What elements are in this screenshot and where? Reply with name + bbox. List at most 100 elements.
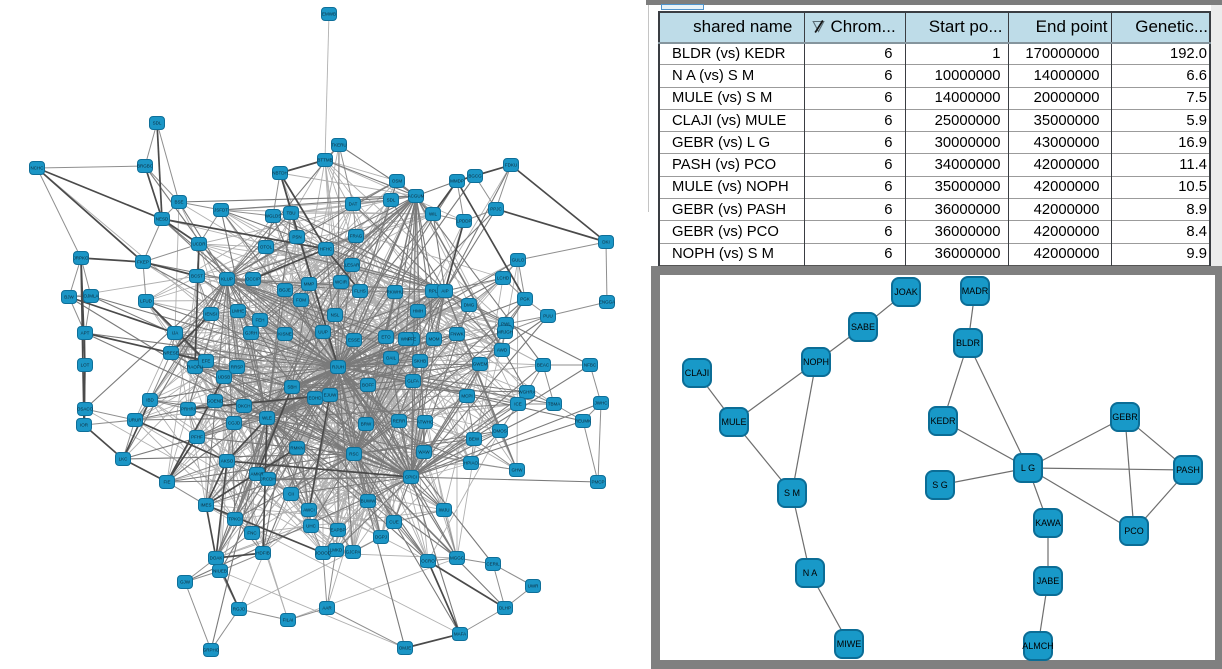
svg-text:UCDR: UCDR (193, 242, 207, 247)
svg-text:BRGBC: BRGBC (137, 164, 154, 169)
svg-text:UDSB: UDSB (218, 375, 231, 380)
svg-text:HPIAO: HPIAO (464, 461, 479, 466)
svg-text:RMKN: RMKN (290, 446, 303, 451)
svg-text:OSM: OSM (392, 179, 403, 184)
svg-text:MAFA: MAFA (454, 632, 466, 637)
svg-text:RPL: RPL (429, 289, 438, 294)
svg-text:BEW: BEW (469, 437, 480, 442)
svg-text:EAPBP: EAPBP (330, 528, 345, 533)
svg-text:IENSI: IENSI (205, 312, 217, 317)
svg-text:RAOFU: RAOFU (187, 365, 203, 370)
svg-text:TKERU: TKERU (331, 143, 346, 148)
svg-text:ESSE: ESSE (348, 338, 360, 343)
svg-text:BSE: BSE (174, 200, 183, 205)
svg-text:GEBR: GEBR (1112, 412, 1138, 422)
svg-text:GJW: GJW (180, 580, 191, 585)
svg-text:SDL: SDL (387, 198, 396, 203)
svg-text:LKC: LKC (119, 457, 129, 462)
svg-text:LPDDP: LPDDP (456, 219, 471, 224)
svg-text:NFBC: NFBC (584, 363, 597, 368)
svg-text:RJUH: RJUH (332, 365, 344, 370)
svg-text:LMKD: LMKD (330, 548, 343, 553)
svg-text:OKCH: OKCH (237, 404, 250, 409)
svg-text:CII: CII (288, 492, 294, 497)
svg-text:UUP: UUP (318, 330, 328, 335)
svg-text:JRCDH: JRCDH (260, 477, 275, 482)
svg-text:AIP: AIP (441, 289, 448, 294)
svg-text:ALMCH: ALMCH (1022, 641, 1054, 651)
svg-text:DMG: DMG (464, 303, 475, 308)
svg-text:WGLDS: WGLDS (265, 214, 282, 219)
svg-text:OTOL: OTOL (260, 245, 273, 250)
svg-text:RGJO: RGJO (233, 607, 246, 612)
svg-text:AAR: AAR (322, 606, 332, 611)
svg-text:BUWW: BUWW (361, 499, 376, 504)
svg-text:GOEND: GOEND (207, 399, 224, 404)
svg-text:APT: APT (81, 331, 90, 336)
svg-text:HDFIB: HDFIB (256, 551, 270, 556)
svg-text:BLDR: BLDR (956, 338, 981, 348)
svg-text:JRPKO: JRPKO (73, 256, 89, 261)
svg-text:BRW: BRW (361, 422, 372, 427)
svg-text:SABE: SABE (851, 322, 875, 332)
svg-text:GULO: GULO (512, 258, 525, 263)
svg-text:URUR: URUR (129, 418, 143, 423)
svg-text:AWCI: AWCI (303, 508, 315, 513)
svg-text:LFUD: LFUD (140, 299, 153, 304)
svg-text:OMJE: OMJE (399, 646, 412, 651)
svg-text:FOM: FOM (296, 298, 306, 303)
svg-text:N A: N A (803, 568, 818, 578)
svg-text:IOR: IOR (80, 423, 89, 428)
svg-text:KISNE: KISNE (278, 332, 292, 337)
svg-text:LCHD: LCHD (497, 276, 510, 281)
svg-text:BOFF: BOFF (362, 383, 374, 388)
svg-text:MULE: MULE (721, 417, 746, 427)
svg-text:EFE: EFE (202, 359, 211, 364)
svg-text:NIUEB: NIUEB (213, 569, 227, 574)
svg-text:WCIR: WCIR (335, 280, 348, 285)
svg-text:NCHC: NCHC (31, 166, 45, 171)
svg-text:ATWHC: ATWHC (417, 420, 434, 425)
svg-text:FRAG: FRAG (350, 234, 363, 239)
svg-text:DMOS: DMOS (493, 429, 507, 434)
svg-text:DGPJ: DGPJ (375, 535, 387, 540)
svg-text:S M: S M (784, 488, 800, 498)
svg-text:OJMLA: OJMLA (83, 294, 98, 299)
svg-text:ICE: ICE (514, 402, 522, 407)
svg-text:MOM: MOM (429, 337, 440, 342)
svg-text:UWR: UWR (528, 584, 539, 589)
svg-text:RSC: RSC (349, 452, 359, 457)
svg-text:BEAC: BEAC (537, 363, 550, 368)
svg-text:OAIL: OAIL (386, 356, 397, 361)
svg-text:PRHRI: PRHRI (181, 407, 195, 412)
svg-text:AKSO: AKSO (221, 459, 234, 464)
svg-text:IBD: IBD (146, 398, 154, 403)
svg-text:GJRH: GJRH (245, 331, 257, 336)
svg-text:SKHB: SKHB (414, 359, 426, 364)
svg-text:DLHP: DLHP (499, 606, 511, 611)
svg-text:IMES: IMES (200, 503, 211, 508)
svg-text:JOAK: JOAK (894, 287, 918, 297)
svg-text:OSACO: OSACO (77, 407, 94, 412)
svg-text:IJA: IJA (172, 331, 179, 336)
svg-text:SBH: SBH (287, 385, 296, 390)
svg-text:CERIL: CERIL (486, 562, 500, 567)
svg-text:JSFDT: JSFDT (214, 208, 228, 213)
svg-text:WGHRA: WGHRA (518, 390, 535, 395)
svg-text:PMCP: PMCP (591, 480, 604, 485)
svg-text:LESAR: LESAR (345, 263, 361, 268)
svg-text:GRPHO: GRPHO (203, 648, 220, 653)
svg-text:NSL: NSL (331, 313, 340, 318)
svg-text:UHC: UHC (306, 524, 316, 529)
svg-text:EOHD: EOHD (308, 396, 322, 401)
svg-text:WNP: WNP (401, 337, 412, 342)
svg-text:BTTMB: BTTMB (317, 158, 332, 163)
svg-text:CGJD: CGJD (228, 421, 241, 426)
svg-text:PCO: PCO (1124, 526, 1144, 536)
svg-text:RERR: RERR (393, 419, 407, 424)
svg-text:BJW: BJW (64, 295, 74, 300)
svg-text:BGCG: BGCG (468, 174, 482, 179)
svg-text:IWJU: IWJU (439, 508, 450, 513)
svg-text:ENGGA: ENGGA (599, 300, 615, 305)
svg-text:KAWA: KAWA (1035, 518, 1061, 528)
